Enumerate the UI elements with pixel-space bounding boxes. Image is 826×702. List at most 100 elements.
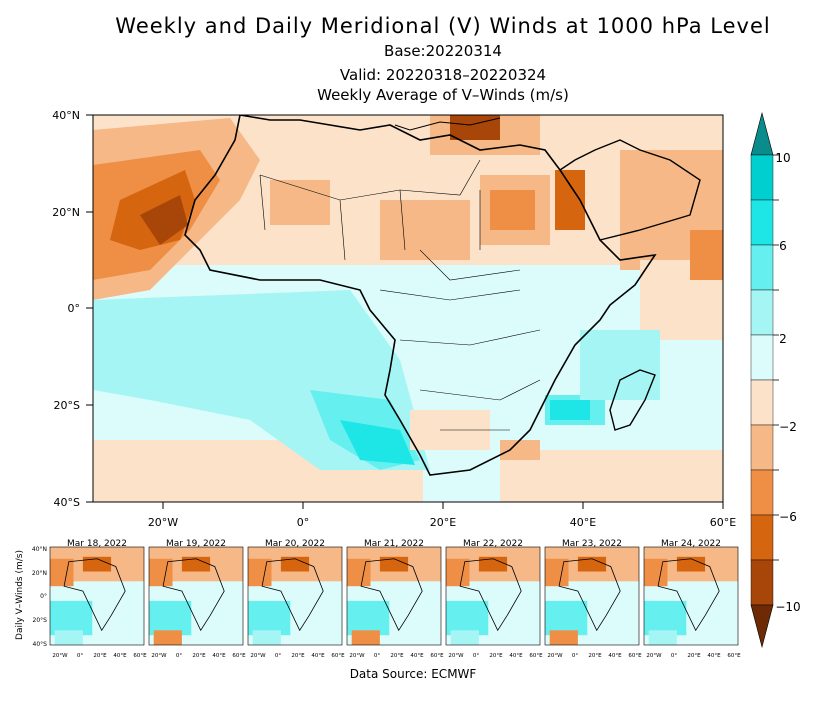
- lat-label: 40°N: [52, 109, 80, 122]
- colorbar-label: −2: [779, 420, 797, 434]
- daily-panel-frame: [247, 546, 343, 646]
- daily-panel-date: Mar 20, 2022: [265, 539, 325, 549]
- daily-lat-label: 0°: [40, 593, 47, 600]
- daily-lon-label: 40°E: [212, 653, 226, 659]
- daily-lon-label: 20°E: [588, 653, 602, 659]
- colorbar-label: −6: [779, 510, 797, 524]
- daily-lon-label: 20°W: [250, 653, 266, 659]
- daily-panel: Mar 20, 2022 20°W 0° 20°E 40°E 60°E: [247, 539, 345, 659]
- daily-lon-label: 20°W: [547, 653, 563, 659]
- coastlines: [184, 115, 701, 476]
- daily-panel-south: [648, 630, 677, 645]
- colorbar-segment: [750, 379, 774, 426]
- lat-label: 40°S: [54, 496, 80, 509]
- daily-lon-label: 20°W: [151, 653, 167, 659]
- daily-panel-west: [149, 558, 173, 587]
- daily-lon-label: 0°: [473, 653, 479, 659]
- daily-panels: Mar 18, 2022 20°W 0° 20°E 40°E 60°E Mar 19, 20…: [49, 539, 741, 659]
- daily-panel-date: Mar 21, 2022: [364, 539, 424, 549]
- daily-lon-label: 20°E: [390, 653, 404, 659]
- daily-lon-label: 20°E: [291, 653, 305, 659]
- daily-panel-frame: [148, 546, 244, 646]
- daily-lon-label: 20°W: [646, 653, 662, 659]
- daily-panel-south: [549, 630, 578, 645]
- daily-lon-label: 0°: [176, 653, 182, 659]
- daily-panel-frame: [643, 546, 739, 646]
- daily-panel-west: [446, 558, 470, 587]
- colorbar-bottom-arrow: [750, 604, 774, 649]
- lat-label: 20°S: [54, 399, 80, 412]
- daily-panel-south: [450, 630, 479, 645]
- colorbar-segment: [750, 559, 774, 606]
- colorbar-segment: [750, 244, 774, 291]
- daily-panel-coast: [261, 558, 324, 632]
- daily-lon-label: 60°E: [628, 653, 642, 659]
- daily-lat-label: 20°S: [33, 617, 48, 624]
- daily-panel-center: [577, 556, 607, 572]
- daily-panel-south: [252, 630, 281, 645]
- colorbar-segment: [750, 469, 774, 516]
- daily-panel-frame: [346, 546, 442, 646]
- lon-label: 20°W: [148, 516, 178, 529]
- data-source: Data Source: ECMWF: [349, 667, 477, 681]
- daily-panel-west: [347, 558, 371, 587]
- lon-label: 0°: [297, 516, 310, 529]
- daily-panel: Mar 21, 2022 20°W 0° 20°E 40°E 60°E: [346, 539, 444, 659]
- main-title: Weekly and Daily Meridional (V) Winds at…: [115, 14, 771, 38]
- daily-lat-label: 40°N: [32, 546, 47, 553]
- daily-panel: Mar 24, 2022 20°W 0° 20°E 40°E 60°E: [643, 539, 741, 659]
- daily-lon-label: 0°: [374, 653, 380, 659]
- daily-lon-label: 60°E: [331, 653, 345, 659]
- daily-panel-cyan: [248, 600, 291, 636]
- daily-lon-label: 40°E: [113, 653, 127, 659]
- daily-lon-label: 60°E: [430, 653, 444, 659]
- daily-panel-frame: [445, 546, 541, 646]
- daily-lon-label: 0°: [572, 653, 578, 659]
- valid-range: Valid: 20220318–20220324: [339, 66, 547, 84]
- daily-lon-label: 0°: [275, 653, 281, 659]
- daily-lon-label: 0°: [671, 653, 677, 659]
- colorbar-segment: [750, 199, 774, 246]
- daily-lon-label: 20°W: [349, 653, 365, 659]
- daily-lon-label: 60°E: [133, 653, 147, 659]
- daily-panel-center: [280, 556, 310, 572]
- daily-lon-label: 60°E: [727, 653, 741, 659]
- daily-lat-axis: 40°N 20°N 0° 20°S 40°S: [32, 546, 47, 648]
- daily-panel-coast: [360, 558, 423, 632]
- daily-panel-coast: [657, 558, 720, 632]
- colorbar-label: 2: [779, 332, 787, 346]
- daily-panel-cyan: [149, 600, 192, 636]
- daily-panel-cyan: [347, 600, 390, 636]
- daily-panel-date: Mar 19, 2022: [166, 539, 226, 549]
- colorbar-segment: [750, 334, 774, 381]
- daily-panel: Mar 19, 2022 20°W 0° 20°E 40°E 60°E: [148, 539, 246, 659]
- daily-panel-cyan: [545, 600, 588, 636]
- daily-panel-frame: [49, 546, 145, 646]
- colorbar-segment: [750, 514, 774, 561]
- daily-panel-south: [153, 630, 182, 645]
- daily-panel-coast: [162, 558, 225, 632]
- daily-panel-south: [54, 630, 83, 645]
- daily-lon-label: 40°E: [311, 653, 325, 659]
- daily-lon-label: 40°E: [707, 653, 721, 659]
- daily-lon-label: 60°E: [529, 653, 543, 659]
- colorbar: [750, 111, 779, 649]
- daily-panel-date: Mar 23, 2022: [562, 539, 622, 549]
- weekly-wind-field: [93, 115, 723, 502]
- daily-panel-coast: [63, 558, 126, 632]
- daily-lon-label: 40°E: [608, 653, 622, 659]
- daily-panel-date: Mar 18, 2022: [67, 539, 127, 549]
- daily-lon-label: 40°E: [410, 653, 424, 659]
- daily-panel-center: [379, 556, 409, 572]
- lat-axis: 40°N 20°N 0° 20°S 40°S: [52, 109, 93, 509]
- daily-panel-west: [50, 558, 74, 587]
- colorbar-label: 10: [775, 151, 790, 165]
- lon-label: 20°E: [430, 516, 456, 529]
- colorbar-segment: [750, 154, 774, 201]
- daily-lon-label: 20°E: [93, 653, 107, 659]
- colorbar-segment: [750, 424, 774, 471]
- daily-lon-label: 20°E: [489, 653, 503, 659]
- colorbar-segment: [750, 289, 774, 336]
- daily-panel-cyan: [446, 600, 489, 636]
